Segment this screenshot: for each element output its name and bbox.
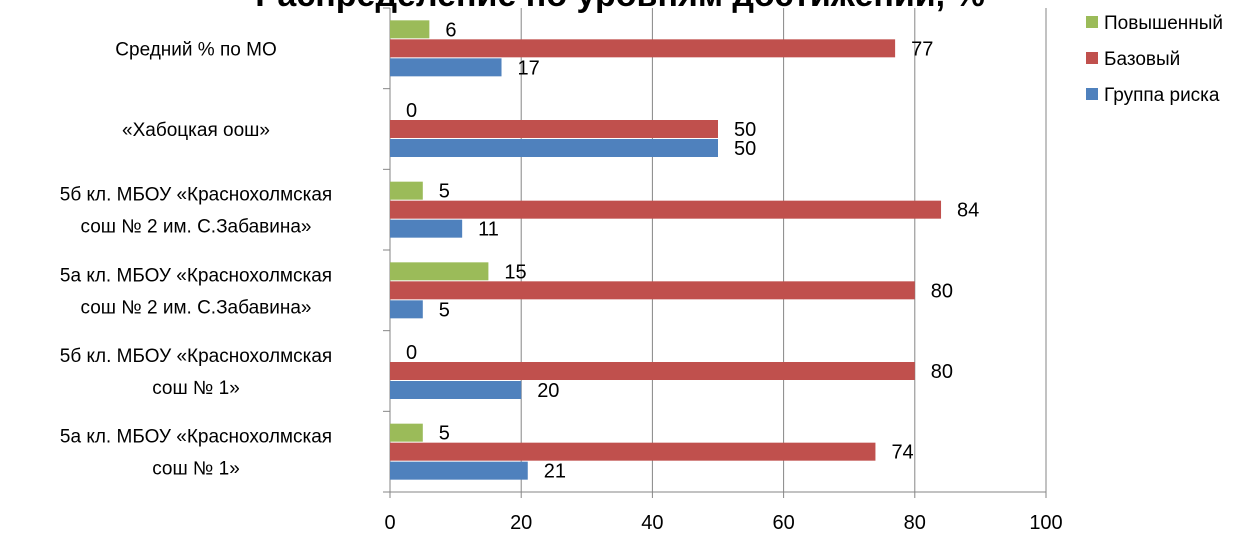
bar-Группа риска [390, 300, 423, 319]
category-label-line: 5б кл. МБОУ «Краснохолмская [60, 185, 332, 206]
bar-Группа риска [390, 58, 502, 77]
x-tick-label: 60 [772, 512, 794, 534]
bar-Базовый [390, 442, 876, 461]
category-label-line: сош № 2 им. С.Забавина» [81, 297, 312, 318]
legend-swatch-Группа риска [1086, 88, 1098, 100]
data-label: 17 [518, 57, 540, 79]
bar-Повышенный [390, 181, 423, 200]
bars [390, 20, 942, 480]
chart-title: Распределение по уровням достижений, % [255, 0, 985, 14]
bar-Группа риска [390, 381, 522, 399]
bar-Повышенный [390, 20, 430, 39]
x-tick-label: 20 [510, 512, 532, 534]
data-label: 50 [734, 138, 756, 160]
category-label-line: «Хабоцкая оош» [122, 120, 270, 141]
data-label: 0 [406, 342, 417, 364]
category-label-line: 5б кл. МБОУ «Краснохолмская [60, 346, 332, 367]
data-label: 5 [439, 423, 450, 445]
bar-Повышенный [390, 262, 489, 281]
bar-Базовый [390, 200, 942, 219]
data-label: 6 [445, 19, 456, 41]
bar-Базовый [390, 362, 915, 380]
legend-label: Повышенный [1104, 13, 1223, 34]
category-label: 5а кл. МБОУ «Краснохолмская сош № 2 им. С… [60, 265, 332, 318]
data-label: 74 [891, 442, 913, 464]
category-label: 5б кл. МБОУ «Краснохолмская сош № 2 им. С… [60, 185, 332, 238]
legend-swatch-Базовый [1086, 52, 1098, 64]
category-labels: Средний % по МО «Хабоцкая оош» 5б кл. МБОУ… [60, 39, 332, 479]
category-label: «Хабоцкая оош» [122, 120, 270, 141]
category-label: Средний % по МО [115, 39, 276, 60]
gridlines [520, 8, 1047, 492]
category-label-line: 5а кл. МБОУ «Краснохолмская [60, 265, 332, 286]
data-label: 15 [504, 261, 526, 283]
category-label-line: сош № 1» [152, 378, 240, 399]
x-tick-labels: 0 20 40 60 80 100 [384, 512, 1062, 534]
legend-label: Базовый [1104, 49, 1180, 70]
data-label: 80 [931, 361, 953, 383]
data-label: 0 [406, 100, 417, 122]
data-label: 77 [911, 38, 933, 60]
bar-Группа риска [390, 461, 528, 480]
bar-Базовый [390, 281, 915, 300]
bar-Повышенный [390, 423, 423, 442]
x-tick-label: 80 [904, 512, 926, 534]
x-tick-label: 40 [641, 512, 663, 534]
x-tick-label: 100 [1029, 512, 1062, 534]
data-label: 50 [734, 119, 756, 141]
data-label: 80 [931, 280, 953, 302]
legend-label: Группа риска [1104, 85, 1220, 106]
category-label: 5б кл. МБОУ «Краснохолмская сош № 1» [60, 346, 332, 399]
category-label-line: сош № 1» [152, 459, 240, 480]
data-label: 84 [957, 200, 979, 222]
data-label: 20 [537, 380, 559, 402]
x-tick-label: 0 [384, 512, 395, 534]
data-label: 11 [478, 219, 499, 241]
legend: Повышенный Базовый Группа риска [1086, 13, 1223, 106]
category-label: 5а кл. МБОУ «Краснохолмская сош № 1» [60, 427, 332, 480]
bar-Группа риска [390, 219, 463, 238]
data-label: 21 [544, 461, 566, 483]
bar-Базовый [390, 120, 718, 138]
legend-swatch-Повышенный [1086, 16, 1098, 28]
bar-Базовый [390, 39, 896, 58]
data-label: 5 [439, 299, 450, 321]
data-label: 5 [439, 181, 450, 203]
category-label-line: сош № 2 им. С.Забавина» [81, 217, 312, 238]
axes [383, 7, 1047, 498]
category-label-line: Средний % по МО [115, 39, 276, 60]
bar-Группа риска [390, 139, 718, 157]
category-label-line: 5а кл. МБОУ «Краснохолмская [60, 427, 332, 448]
